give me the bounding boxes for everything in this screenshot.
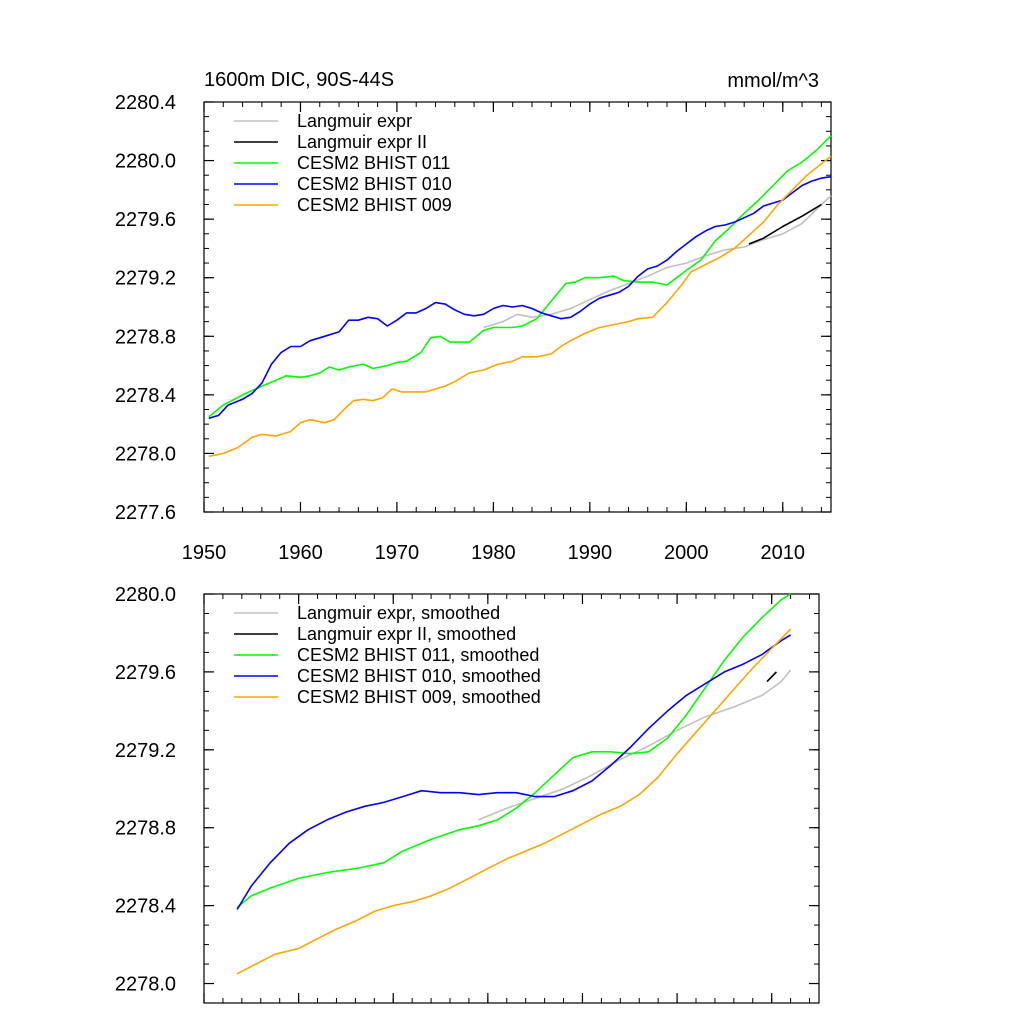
x-tick-label: 1970 — [375, 542, 420, 564]
legend-label: Langmuir expr II — [297, 132, 427, 152]
y-tick-label: 2278.0 — [115, 974, 176, 996]
y-tick-label: 2278.8 — [115, 326, 176, 348]
y-tick-label: 2279.6 — [115, 209, 176, 231]
units-label: mmol/m^3 — [727, 70, 819, 92]
series-line-1 — [478, 669, 792, 821]
plot-frame — [203, 593, 820, 1004]
y-tick-label: 2280.4 — [115, 92, 176, 114]
legend-label: CESM2 BHIST 011, smoothed — [297, 645, 539, 665]
legend-label: CESM2 BHIST 010, smoothed — [297, 666, 541, 686]
y-tick-label: 2278.4 — [115, 385, 176, 407]
top-panel: 1600m DIC, 90S-44S mmol/m^3 2277.6 2278.0… — [115, 69, 832, 564]
series-line-1 — [483, 195, 832, 329]
legend-label: CESM2 BHIST 009 — [297, 195, 452, 215]
series-line-4 — [208, 175, 832, 420]
x-tick-label: 1960 — [278, 542, 323, 564]
legend-label: Langmuir expr, smoothed — [297, 603, 500, 623]
x-tick-label: 1980 — [471, 542, 516, 564]
legend-label: Langmuir expr II, smoothed — [297, 624, 516, 644]
series-line-2 — [766, 671, 777, 683]
series-line-4 — [236, 634, 792, 910]
legend-label: CESM2 BHIST 010 — [297, 174, 452, 194]
legend-label: CESM2 BHIST 011 — [297, 153, 450, 173]
y-tick-label: 2279.6 — [115, 662, 176, 684]
x-tick-label: 1990 — [568, 542, 613, 564]
series-line-2 — [748, 203, 822, 245]
y-tick-label: 2280.0 — [115, 151, 176, 173]
panel-title: 1600m DIC, 90S-44S — [204, 69, 394, 91]
y-tick-label: 2280.0 — [115, 584, 176, 606]
series-line-5 — [236, 628, 792, 975]
x-tick-label: 2000 — [664, 542, 709, 564]
y-tick-label: 2277.6 — [115, 502, 176, 524]
legend-label: Langmuir expr — [297, 111, 412, 131]
y-tick-label: 2279.2 — [115, 740, 176, 762]
y-tick-label: 2278.4 — [115, 896, 176, 918]
x-tick-label: 1950 — [182, 542, 227, 564]
series-line-5 — [208, 155, 832, 458]
y-tick-label: 2279.2 — [115, 268, 176, 290]
legend-label: CESM2 BHIST 009, smoothed — [297, 687, 541, 707]
y-tick-label: 2278.8 — [115, 818, 176, 840]
bottom-panel: 2278.0 2278.4 2278.8 2279.2 2279.6 2280.0 Lang… — [115, 584, 820, 1004]
x-tick-label: 2010 — [761, 542, 806, 564]
series-line-3 — [208, 135, 832, 418]
y-tick-label: 2278.0 — [115, 443, 176, 465]
series-line-3 — [236, 593, 792, 909]
